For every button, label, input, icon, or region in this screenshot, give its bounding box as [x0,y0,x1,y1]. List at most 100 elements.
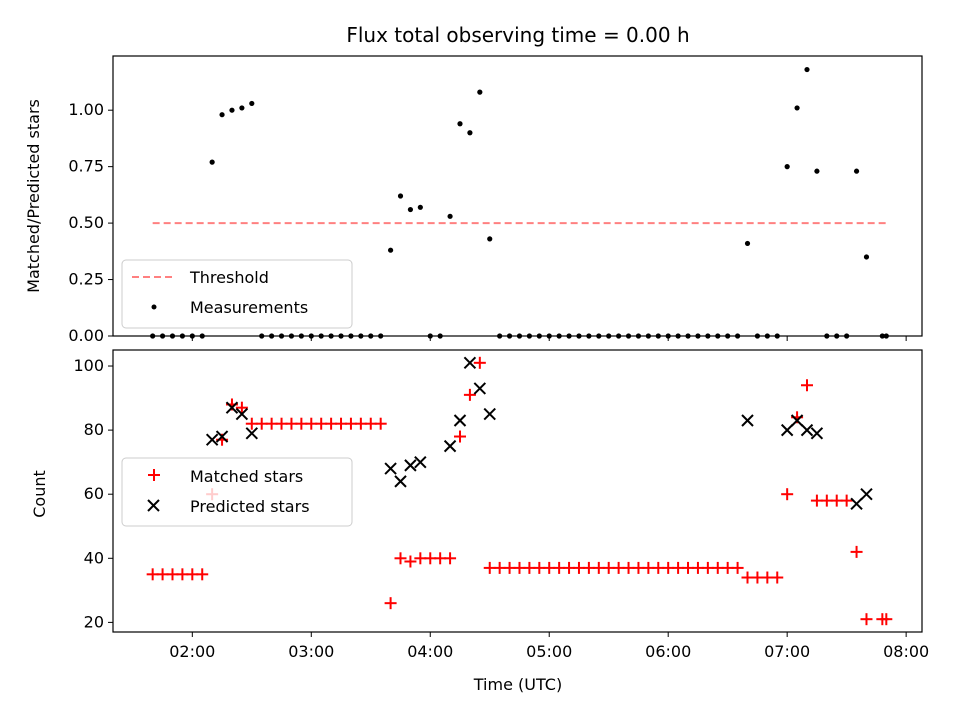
marker-stroke [483,407,496,421]
matched-star-marker [384,597,397,610]
measurement-point [387,247,394,253]
measurement-point [744,240,751,247]
bottom-marks [146,356,893,626]
matched-star-marker [463,388,476,401]
matched-star-marker [374,417,387,430]
measurement-point [467,130,473,136]
bottom-y-tick-label: 60 [84,484,104,503]
bottom-legend-box [121,457,353,527]
marker-stroke [850,497,863,511]
measurement-point [853,168,860,174]
predicted-star-marker [860,487,873,501]
marker-stroke [800,423,814,437]
marker-stroke [205,433,219,446]
measurement-point [447,213,453,219]
legend-measurements-swatch [151,304,157,310]
matched-star-marker [444,552,457,565]
legend-matched-swatch [148,469,160,481]
matched-star-marker [880,613,893,626]
marker-stroke [215,430,229,443]
bottom-y-tick-label: 20 [84,612,104,631]
matched-star-marker [850,545,863,558]
top-legend: Threshold Measurements [121,259,353,329]
measurement-point [407,206,414,213]
panel-counts: Count Time (UTC) 20 40 60 80 100 02:00 03:00 04… [30,349,929,694]
marker-stroke [860,487,873,501]
marker-stroke [810,427,824,440]
predicted-star-marker [205,433,219,446]
predicted-star-marker [810,427,824,440]
matched-star-marker [235,401,248,414]
measurement-point [487,236,493,242]
predicted-star-marker [394,475,407,488]
predicted-star-marker [215,430,229,443]
bottom-y-tick-label: 80 [84,420,104,439]
measurement-point [457,121,463,127]
marker-stroke [404,459,417,472]
bottom-y-tick-label: 100 [73,356,104,375]
predicted-star-marker [473,382,487,395]
bottom-x-tick-label: 02:00 [169,642,215,661]
marker-stroke [414,455,427,469]
marker-stroke [473,382,487,395]
matched-star-marker [800,379,813,392]
bottom-x-tick-label: 06:00 [645,642,691,661]
marker-stroke [453,414,467,427]
measurement-point [784,164,790,170]
bottom-x-tick-label: 04:00 [407,642,453,661]
marker-stroke [780,423,794,437]
bottom-legend: Matched stars Predicted stars [121,457,353,527]
predicted-star-marker [225,401,239,414]
marker-stroke [245,427,259,440]
predicted-star-marker [800,423,814,437]
bottom-x-tick-label: 05:00 [526,642,572,661]
panel-ratio: Flux total observing time = 0.00 h Match… [24,23,923,345]
bottom-y-axis-label: Count [30,470,49,518]
matched-star-marker [196,568,209,581]
legend-predicted-swatch [147,499,160,512]
measurement-point [794,105,800,111]
top-y-tick-label: 0.00 [68,326,104,345]
marker-stroke [384,462,397,475]
measurement-point [417,204,423,210]
legend-matched-label: Matched stars [190,467,303,486]
measurement-point [249,100,255,107]
top-legend-box [121,259,353,329]
bottom-x-tick-label: 07:00 [764,642,810,661]
top-y-tick-label: 1.00 [68,100,104,119]
measurement-point [397,193,404,199]
legend-measurements-label: Measurements [190,298,308,317]
top-y-axis-label: Matched/Predicted stars [24,99,43,293]
top-y-tick-label: 0.25 [68,270,104,289]
legend-predicted-label: Predicted stars [190,497,310,516]
marker-stroke [235,407,249,421]
marker-stroke [790,414,804,427]
matched-star-marker [394,552,407,565]
predicted-star-marker [453,414,467,427]
predicted-star-marker [404,459,417,472]
predicted-star-marker [414,455,427,469]
top-ticks: 0.00 0.25 0.50 0.75 1.00 [68,100,907,345]
predicted-star-marker [741,414,754,427]
measurement-point [814,168,820,174]
predicted-star-marker [245,427,259,440]
bottom-y-tick-label: 40 [84,548,104,567]
chart-title: Flux total observing time = 0.00 h [346,23,689,47]
predicted-star-marker [235,407,249,421]
predicted-star-marker [463,356,477,370]
measurement-point [219,112,225,118]
predicted-star-marker [384,462,397,475]
measurement-point [229,107,235,113]
marker-stroke [463,356,477,370]
matched-star-marker [781,488,794,501]
bottom-x-tick-label: 08:00 [883,642,929,661]
matched-star-marker [771,571,784,584]
predicted-star-marker [483,407,496,421]
bottom-x-tick-label: 03:00 [288,642,334,661]
bottom-axes-frame [112,349,923,633]
top-axes-frame [112,55,923,337]
marker-stroke [741,414,754,427]
measurement-point [239,105,245,111]
